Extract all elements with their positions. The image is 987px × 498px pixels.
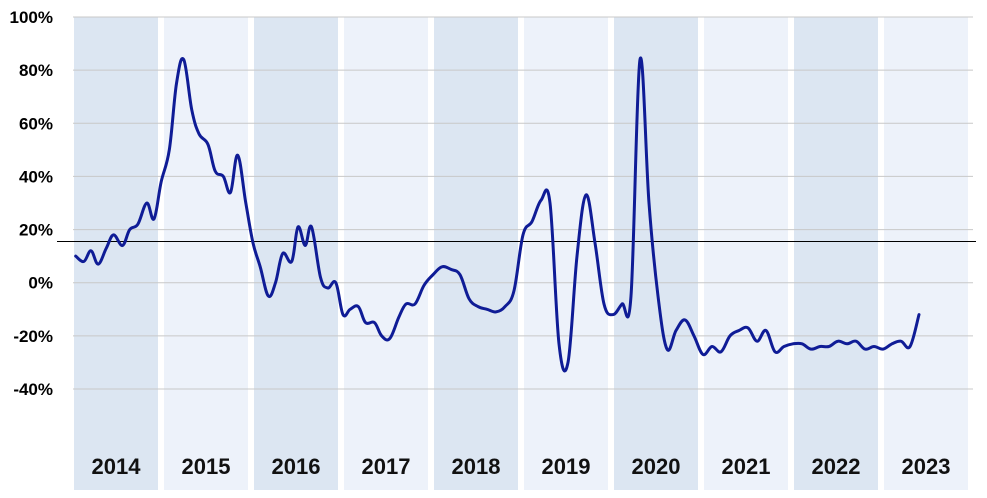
y-tick-label: 100% [10,8,53,27]
year-label: 2017 [362,454,411,479]
year-band-2023 [884,17,968,490]
year-label: 2021 [722,454,771,479]
year-label: 2015 [182,454,231,479]
y-tick-label: 60% [19,114,53,133]
y-tick-label: 40% [19,167,53,186]
year-label: 2014 [92,454,142,479]
series-line [74,56,921,373]
year-band-2014 [74,17,158,490]
year-labels: 2014 2015 2016 2017 2018 2019 2020 2021 2022 2023 [92,454,951,479]
y-tick-label: 0% [28,274,53,293]
year-band-2019 [524,17,608,490]
y-axis-ticks: 100% 80% 60% 40% 20% 0% -20% -40% [10,8,53,399]
year-label: 2020 [632,454,681,479]
year-label: 2023 [902,454,951,479]
year-label: 2022 [812,454,861,479]
y-tick-label: -40% [13,380,53,399]
year-band-2020 [614,17,698,490]
year-band-2017 [344,17,428,490]
year-label: 2018 [452,454,501,479]
y-tick-label: 20% [19,221,53,240]
year-band-2022 [794,17,878,490]
year-band-2015 [164,17,248,490]
year-band-2016 [254,17,338,490]
year-label: 2019 [542,454,591,479]
year-band-2021 [704,17,788,490]
y-tick-label: 80% [19,61,53,80]
year-bands [74,17,968,490]
year-band-2018 [434,17,518,490]
gridlines [73,16,973,390]
y-tick-label: -20% [13,327,53,346]
year-label: 2016 [272,454,321,479]
